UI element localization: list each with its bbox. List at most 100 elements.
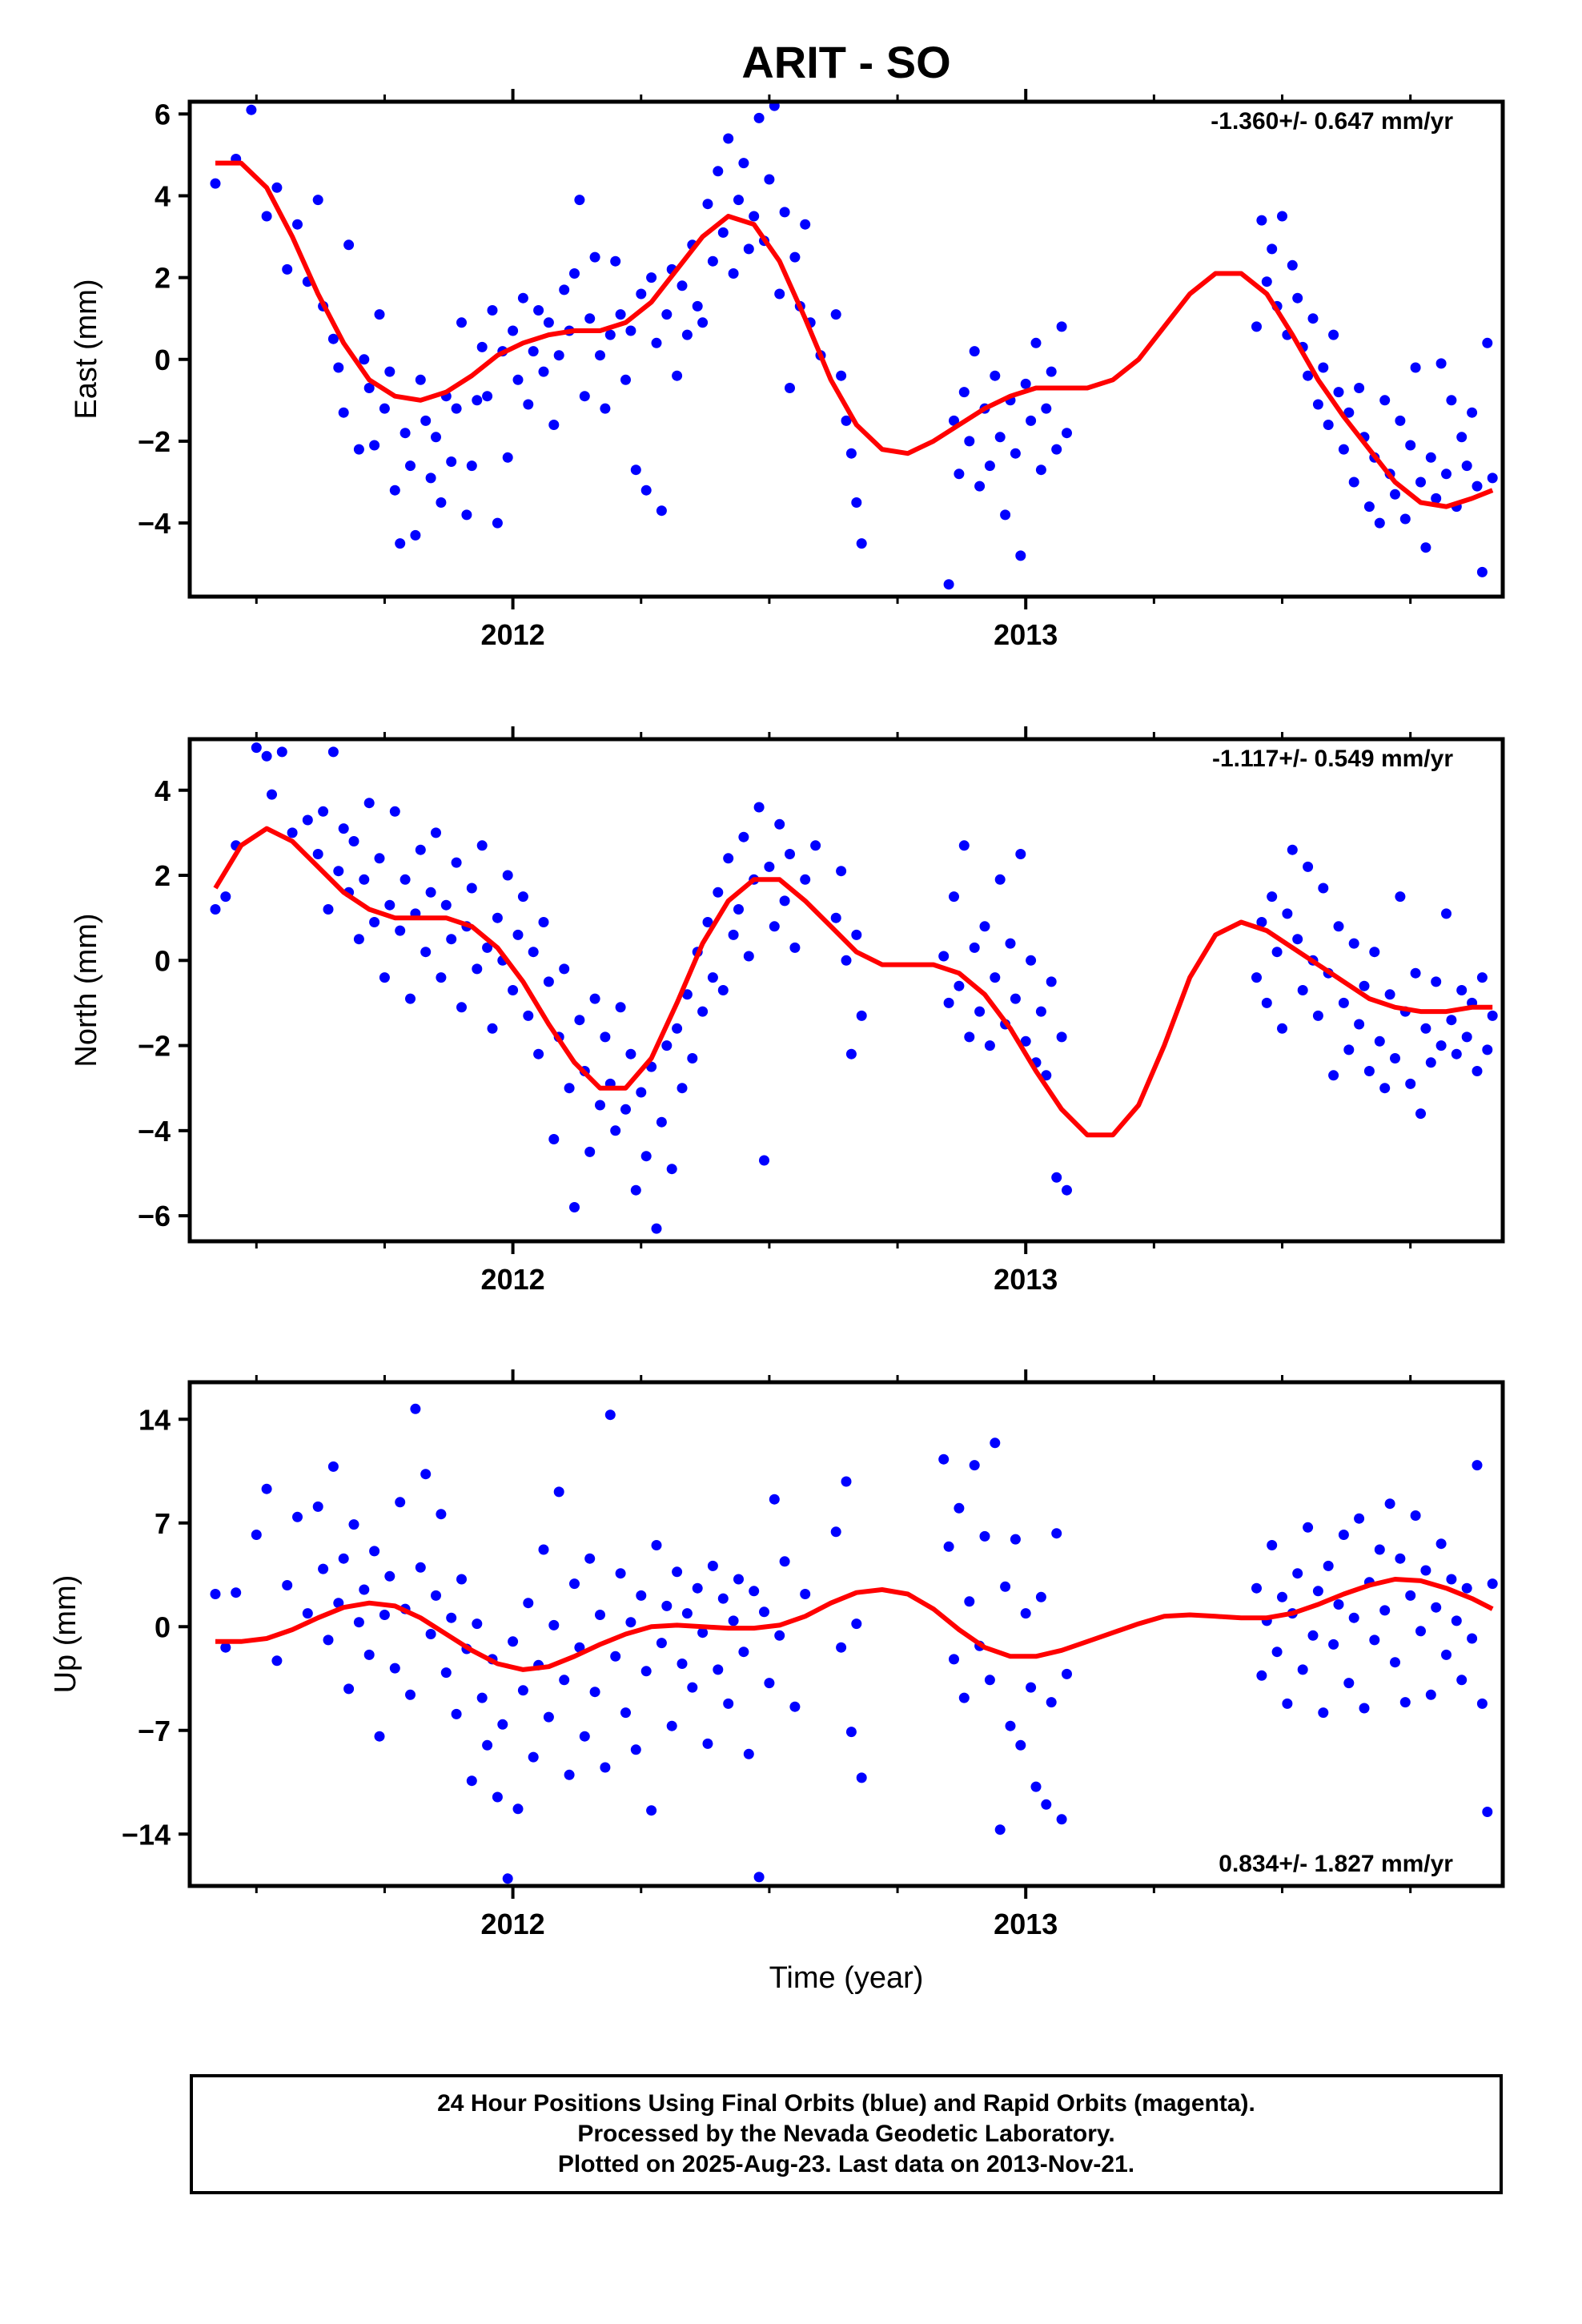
- data-point: [1256, 215, 1267, 226]
- data-point: [1271, 947, 1283, 958]
- data-point: [954, 468, 965, 480]
- data-point: [569, 1202, 580, 1212]
- data-point: [420, 947, 432, 958]
- data-point: [630, 464, 641, 476]
- data-point: [1056, 1031, 1067, 1043]
- data-point: [1062, 1184, 1072, 1196]
- x-tick-label: 2013: [994, 1908, 1058, 1940]
- footer-line-3: Plotted on 2025-Aug-23. Last data on 201…: [557, 2151, 1135, 2177]
- data-point: [384, 1570, 396, 1582]
- data-point: [990, 1437, 1001, 1449]
- data-point: [728, 1615, 739, 1626]
- data-point: [984, 1675, 995, 1686]
- data-point: [327, 333, 339, 344]
- data-point: [717, 227, 729, 238]
- data-point: [1451, 1048, 1462, 1059]
- data-point: [220, 1642, 231, 1653]
- data-point: [636, 288, 647, 300]
- data-point: [517, 292, 528, 304]
- data-point: [395, 925, 406, 936]
- data-point: [1461, 1031, 1472, 1043]
- data-point: [1323, 1560, 1334, 1571]
- data-point: [1343, 407, 1355, 418]
- data-point: [938, 1454, 950, 1465]
- data-point: [943, 579, 954, 590]
- data-point: [482, 942, 493, 953]
- data-point: [584, 1146, 596, 1157]
- data-point: [420, 415, 432, 426]
- x-tick-label: 2013: [994, 1263, 1058, 1296]
- footer-line-1: 24 Hour Positions Using Final Orbits (bl…: [437, 2090, 1255, 2117]
- data-point: [338, 1553, 349, 1564]
- data-point: [789, 251, 801, 263]
- data-point: [338, 407, 349, 418]
- data-point: [528, 1751, 539, 1763]
- y-tick-label: −2: [138, 1030, 171, 1063]
- data-point: [1062, 428, 1072, 439]
- data-point: [533, 305, 544, 316]
- data-point: [579, 1731, 590, 1742]
- data-point: [431, 432, 441, 443]
- data-point: [769, 102, 780, 111]
- data-point: [1318, 883, 1329, 894]
- data-point: [604, 1409, 616, 1421]
- data-point: [1379, 395, 1391, 406]
- data-point: [415, 1562, 426, 1573]
- data-point: [353, 444, 364, 455]
- data-point: [415, 374, 426, 385]
- rate-text: 0.834+/- 1.827 mm/yr: [1219, 1851, 1453, 1877]
- data-point: [1056, 1814, 1067, 1825]
- data-point: [636, 1087, 647, 1098]
- data-point: [589, 1687, 600, 1698]
- data-point: [830, 1526, 841, 1538]
- data-point: [990, 972, 1001, 983]
- data-point: [1410, 362, 1421, 373]
- data-point: [666, 1720, 677, 1731]
- data-point: [1020, 1608, 1031, 1619]
- data-point: [620, 1104, 631, 1115]
- data-point: [492, 1791, 503, 1803]
- data-point: [856, 1772, 867, 1783]
- fit-line-north: [213, 826, 1493, 1138]
- data-point: [620, 374, 631, 385]
- data-point: [836, 1642, 847, 1653]
- data-point: [327, 1461, 339, 1472]
- data-point: [836, 370, 847, 381]
- data-point: [1472, 480, 1483, 492]
- data-point: [348, 836, 359, 846]
- data-point: [743, 243, 754, 255]
- data-point: [548, 1619, 560, 1630]
- panel-east: −4 −2 0 2 4 6 2012 2013 East (mm) -1.360+/- 0.647…: [70, 89, 1505, 651]
- data-point: [1333, 387, 1344, 398]
- data-point: [749, 1586, 760, 1597]
- y-tick-label: −7: [138, 1715, 171, 1747]
- data-point: [400, 428, 411, 439]
- data-point: [636, 1590, 647, 1601]
- data-point: [830, 912, 841, 923]
- data-point: [1277, 1023, 1287, 1034]
- data-point: [625, 1048, 636, 1059]
- data-point: [1312, 1586, 1323, 1597]
- data-point: [472, 395, 483, 406]
- data-point: [681, 329, 693, 340]
- data-point: [1395, 891, 1406, 903]
- chart-title: ARIT - SO: [741, 37, 950, 87]
- data-point: [728, 929, 739, 940]
- data-point: [713, 887, 724, 898]
- data-point: [958, 840, 970, 851]
- data-point: [1020, 378, 1031, 389]
- data-point: [661, 309, 673, 320]
- data-point: [312, 195, 323, 206]
- data-point: [1010, 448, 1021, 459]
- data-point: [1256, 917, 1267, 927]
- data-point: [1338, 1530, 1349, 1540]
- data-point: [969, 346, 980, 357]
- data-point: [359, 1584, 370, 1595]
- data-point: [1256, 1670, 1267, 1681]
- data-point: [574, 1015, 585, 1026]
- y-tick-label: 7: [155, 1507, 171, 1540]
- data-point: [1287, 259, 1298, 271]
- data-point: [1343, 1678, 1355, 1689]
- data-point: [1487, 472, 1498, 484]
- y-tick-label: −4: [138, 507, 171, 540]
